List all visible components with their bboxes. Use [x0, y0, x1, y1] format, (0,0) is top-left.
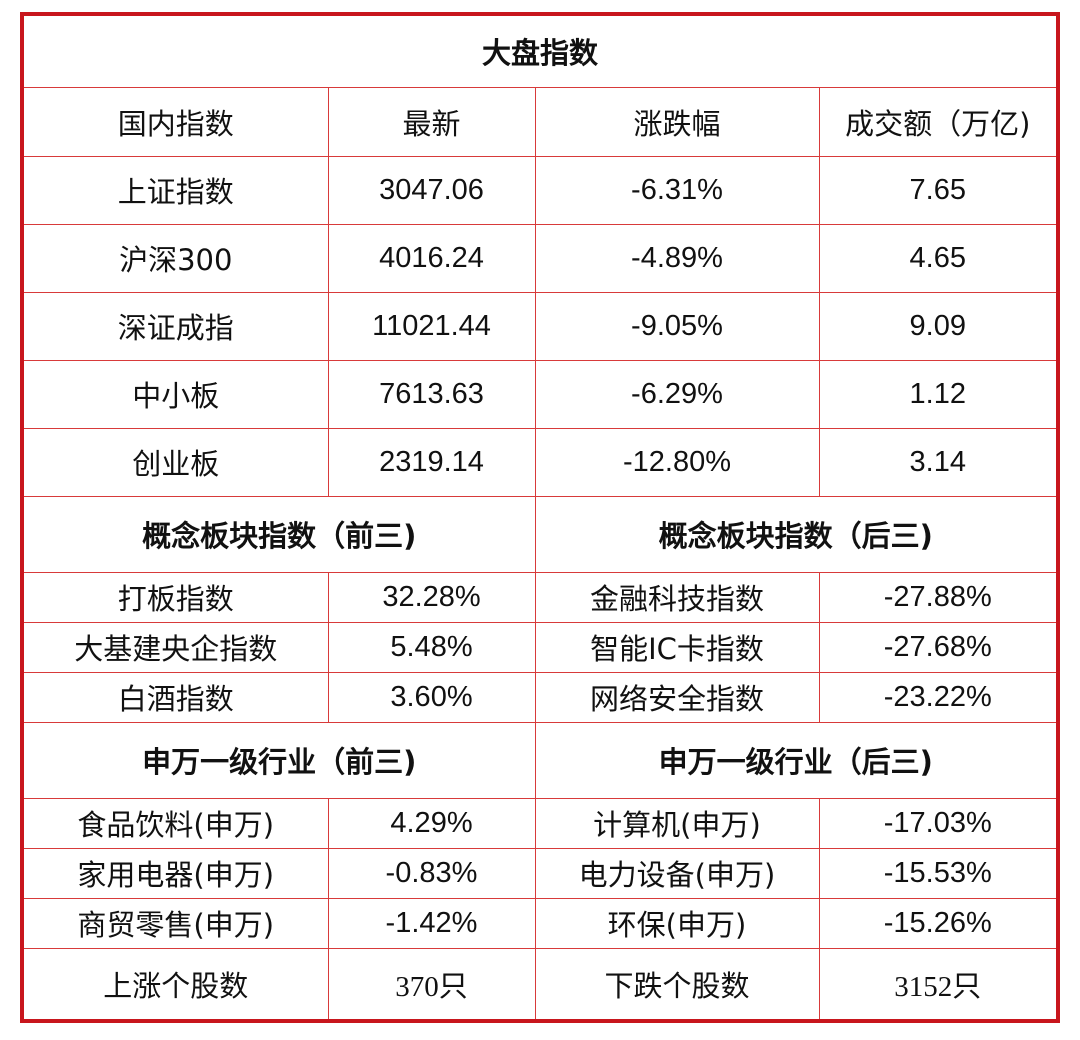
industry-top-value: 4.29%	[327, 797, 536, 849]
market-index-table-frame: 大盘指数 国内指数 最新 涨跌幅 成交额（万亿) 上证指数 3047.06 -6…	[20, 12, 1060, 1023]
index-turnover: 9.09	[818, 291, 1057, 361]
index-change: -6.31%	[534, 155, 820, 225]
header-latest: 最新	[327, 86, 536, 157]
concept-bottom-value: -23.22%	[818, 671, 1057, 723]
concept-row: 白酒指数 3.60% 网络安全指数 -23.22%	[24, 671, 1057, 723]
industry-top-value: -0.83%	[327, 847, 536, 899]
industry-bottom-name: 电力设备(申万)	[534, 847, 820, 899]
index-row: 创业板 2319.14 -12.80% 3.14	[24, 427, 1057, 497]
industry-bottom-value: -15.26%	[818, 897, 1057, 949]
market-index-table: 大盘指数 国内指数 最新 涨跌幅 成交额（万亿) 上证指数 3047.06 -6…	[24, 16, 1057, 1019]
industry-row: 商贸零售(申万) -1.42% 环保(申万) -15.26%	[24, 897, 1057, 949]
concept-bottom-value: -27.88%	[818, 571, 1057, 623]
table-title: 大盘指数	[24, 16, 1057, 88]
index-change: -4.89%	[534, 223, 820, 293]
down-count-value: 3152只	[818, 947, 1057, 1019]
header-index-name: 国内指数	[24, 86, 329, 157]
industry-row: 食品饮料(申万) 4.29% 计算机(申万) -17.03%	[24, 797, 1057, 849]
header-row: 国内指数 最新 涨跌幅 成交额（万亿)	[24, 86, 1057, 157]
industry-top-name: 食品饮料(申万)	[24, 797, 329, 849]
concept-bottom-name: 金融科技指数	[534, 571, 820, 623]
concept-bottom-name: 网络安全指数	[534, 671, 820, 723]
concept-row: 打板指数 32.28% 金融科技指数 -27.88%	[24, 571, 1057, 623]
up-count-value: 370只	[327, 947, 536, 1019]
concept-top-name: 大基建央企指数	[24, 621, 329, 673]
industry-top-title: 申万一级行业（前三)	[24, 721, 536, 799]
index-latest: 7613.63	[327, 359, 536, 429]
concept-top-name: 白酒指数	[24, 671, 329, 723]
concept-bottom-title: 概念板块指数（后三)	[534, 495, 1057, 573]
concept-top-value: 5.48%	[327, 621, 536, 673]
concept-bottom-value: -27.68%	[818, 621, 1057, 673]
concept-top-value: 3.60%	[327, 671, 536, 723]
concept-row: 大基建央企指数 5.48% 智能IC卡指数 -27.68%	[24, 621, 1057, 673]
up-count-label: 上涨个股数	[24, 947, 329, 1019]
index-name: 创业板	[24, 427, 329, 497]
concept-bottom-name: 智能IC卡指数	[534, 621, 820, 673]
industry-bottom-value: -17.03%	[818, 797, 1057, 849]
index-turnover: 4.65	[818, 223, 1057, 293]
footer-row: 上涨个股数 370只 下跌个股数 3152只	[24, 947, 1057, 1019]
index-row: 深证成指 11021.44 -9.05% 9.09	[24, 291, 1057, 361]
index-change: -6.29%	[534, 359, 820, 429]
index-row: 沪深300 4016.24 -4.89% 4.65	[24, 223, 1057, 293]
index-latest: 11021.44	[327, 291, 536, 361]
industry-section-header: 申万一级行业（前三) 申万一级行业（后三)	[24, 721, 1057, 799]
industry-top-name: 家用电器(申万)	[24, 847, 329, 899]
index-name: 深证成指	[24, 291, 329, 361]
index-turnover: 1.12	[818, 359, 1057, 429]
industry-bottom-value: -15.53%	[818, 847, 1057, 899]
index-name: 上证指数	[24, 155, 329, 225]
index-turnover: 7.65	[818, 155, 1057, 225]
industry-row: 家用电器(申万) -0.83% 电力设备(申万) -15.53%	[24, 847, 1057, 899]
index-change: -12.80%	[534, 427, 820, 497]
industry-top-value: -1.42%	[327, 897, 536, 949]
index-row: 中小板 7613.63 -6.29% 1.12	[24, 359, 1057, 429]
concept-top-value: 32.28%	[327, 571, 536, 623]
industry-top-name: 商贸零售(申万)	[24, 897, 329, 949]
index-latest: 2319.14	[327, 427, 536, 497]
concept-top-name: 打板指数	[24, 571, 329, 623]
industry-bottom-name: 环保(申万)	[534, 897, 820, 949]
header-change: 涨跌幅	[534, 86, 820, 157]
header-turnover: 成交额（万亿)	[818, 86, 1057, 157]
index-latest: 4016.24	[327, 223, 536, 293]
concept-section-header: 概念板块指数（前三) 概念板块指数（后三)	[24, 495, 1057, 573]
industry-bottom-title: 申万一级行业（后三)	[534, 721, 1057, 799]
index-turnover: 3.14	[818, 427, 1057, 497]
industry-bottom-name: 计算机(申万)	[534, 797, 820, 849]
index-row: 上证指数 3047.06 -6.31% 7.65	[24, 155, 1057, 225]
index-latest: 3047.06	[327, 155, 536, 225]
index-change: -9.05%	[534, 291, 820, 361]
concept-top-title: 概念板块指数（前三)	[24, 495, 536, 573]
index-name: 中小板	[24, 359, 329, 429]
down-count-label: 下跌个股数	[534, 947, 820, 1019]
index-name: 沪深300	[24, 223, 329, 293]
